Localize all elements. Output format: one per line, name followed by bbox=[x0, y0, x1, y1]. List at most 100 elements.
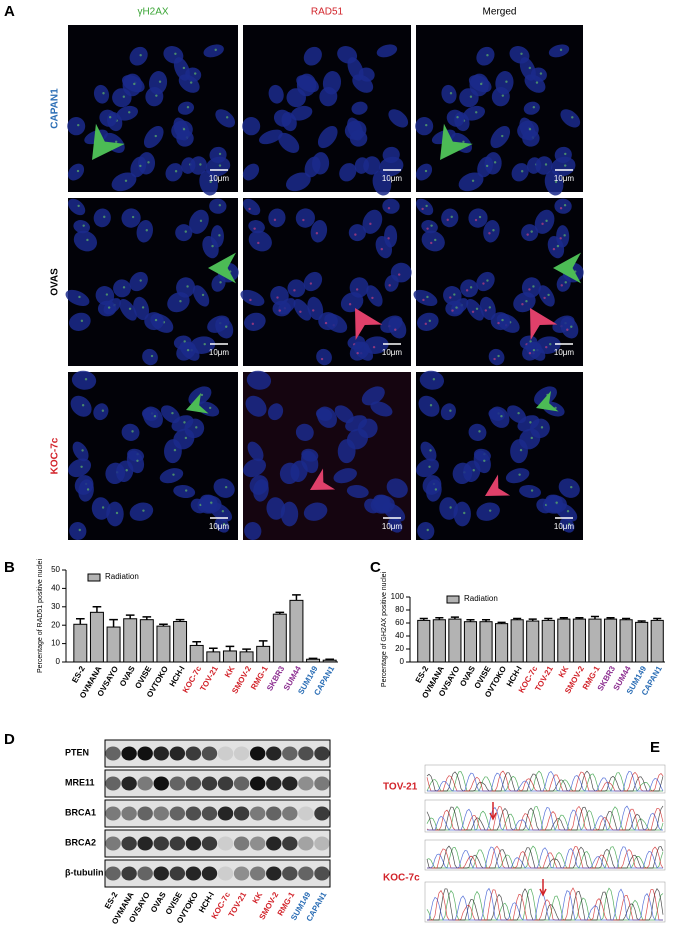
foci bbox=[471, 179, 475, 183]
foci bbox=[184, 436, 188, 440]
foci bbox=[115, 511, 119, 515]
nucleus bbox=[489, 406, 510, 428]
foci bbox=[424, 169, 428, 173]
foci bbox=[218, 204, 222, 207]
nucleus bbox=[349, 277, 369, 298]
nucleus bbox=[247, 441, 264, 462]
nucleus bbox=[290, 460, 308, 483]
band bbox=[298, 776, 314, 791]
foci bbox=[218, 164, 222, 167]
foci bbox=[155, 94, 158, 97]
nucleus bbox=[560, 317, 579, 339]
foci bbox=[463, 511, 466, 515]
band bbox=[314, 746, 330, 761]
nucleus bbox=[390, 262, 412, 283]
mutation-arrow bbox=[489, 802, 497, 821]
foci bbox=[81, 449, 84, 452]
nucleus bbox=[421, 230, 445, 252]
nucleus bbox=[91, 497, 111, 520]
nucleus bbox=[203, 44, 224, 58]
foci bbox=[488, 306, 492, 309]
panel-letter: B bbox=[4, 559, 15, 576]
foci bbox=[136, 459, 139, 463]
foci bbox=[559, 48, 563, 52]
foci bbox=[128, 111, 131, 114]
error-bar bbox=[466, 619, 475, 622]
foci bbox=[422, 298, 425, 302]
foci bbox=[478, 430, 481, 433]
foci bbox=[449, 92, 453, 95]
arrowhead bbox=[92, 123, 125, 160]
band bbox=[266, 836, 282, 851]
foci bbox=[182, 66, 186, 70]
bar bbox=[239, 651, 254, 663]
nucleus bbox=[426, 479, 442, 502]
foci bbox=[426, 227, 429, 230]
band bbox=[137, 776, 153, 791]
nucleus bbox=[113, 279, 131, 298]
foci bbox=[484, 309, 488, 312]
nucleus bbox=[352, 74, 374, 93]
y-tick-label: 0 bbox=[56, 657, 61, 666]
foci bbox=[529, 421, 532, 424]
protein-label: MRE11 bbox=[65, 777, 95, 787]
y-axis-label: Percentage of GH2AX positive nuclei bbox=[381, 571, 388, 687]
error-bar bbox=[109, 618, 118, 628]
foci bbox=[355, 288, 359, 291]
nucleus bbox=[316, 348, 332, 366]
nucleus bbox=[339, 163, 357, 182]
column-header: γH2AX bbox=[137, 7, 168, 18]
nucleus bbox=[171, 415, 194, 432]
foci bbox=[528, 128, 532, 131]
nucleus bbox=[199, 170, 218, 196]
nucleus bbox=[215, 109, 236, 128]
nucleus bbox=[463, 460, 481, 483]
nucleus bbox=[445, 300, 464, 317]
foci bbox=[566, 328, 569, 331]
foci bbox=[425, 204, 428, 208]
foci bbox=[172, 473, 175, 476]
nucleus bbox=[547, 236, 565, 259]
nucleus bbox=[443, 286, 462, 306]
foci bbox=[372, 345, 376, 349]
foci bbox=[469, 286, 473, 289]
foci bbox=[186, 106, 190, 109]
band bbox=[249, 776, 266, 791]
nucleus bbox=[345, 415, 368, 432]
foci bbox=[478, 215, 482, 219]
foci bbox=[184, 489, 188, 492]
foci bbox=[394, 328, 397, 331]
bar bbox=[619, 619, 633, 663]
scale-bar-label: 10μm bbox=[382, 174, 403, 183]
nucleus bbox=[189, 209, 209, 234]
foci bbox=[453, 293, 456, 296]
nucleus bbox=[65, 289, 90, 307]
nucleus bbox=[476, 271, 495, 292]
nucleus bbox=[122, 73, 142, 97]
nucleus bbox=[507, 405, 527, 424]
foci bbox=[428, 465, 431, 468]
band bbox=[153, 776, 169, 791]
nucleus bbox=[544, 170, 564, 196]
band bbox=[233, 866, 250, 881]
foci bbox=[388, 284, 391, 287]
foci bbox=[200, 393, 204, 397]
foci bbox=[497, 321, 500, 325]
foci bbox=[78, 528, 81, 532]
bar bbox=[448, 618, 462, 663]
nucleus bbox=[95, 286, 115, 306]
nucleus bbox=[372, 170, 392, 196]
foci bbox=[488, 232, 491, 235]
foci bbox=[186, 348, 190, 352]
foci bbox=[556, 244, 560, 248]
foci bbox=[102, 92, 105, 95]
nucleus bbox=[142, 406, 163, 428]
band bbox=[137, 806, 153, 821]
foci bbox=[564, 281, 567, 284]
foci bbox=[474, 218, 478, 222]
foci bbox=[469, 95, 473, 98]
nucleus bbox=[248, 220, 265, 234]
trace bbox=[426, 845, 664, 869]
foci bbox=[482, 282, 485, 285]
nucleus bbox=[415, 116, 434, 136]
